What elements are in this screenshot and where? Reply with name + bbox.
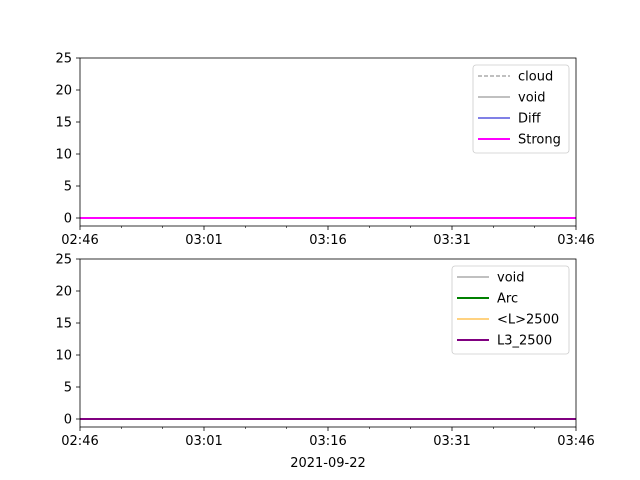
legend-label: L3_2500 (497, 334, 552, 349)
x-tick-label: 02:46 (61, 233, 98, 248)
x-tick-label: 03:46 (557, 233, 594, 248)
x-tick-label: 02:46 (61, 434, 98, 449)
legend: void Arc <L>2500 L3_2500 (451, 265, 570, 355)
x-tick-label: 03:31 (433, 434, 470, 449)
legend-label: void (518, 91, 546, 106)
y-tick-label: 25 (55, 52, 72, 67)
y-tick-label: 5 (64, 381, 72, 396)
y-tick-label: 0 (64, 413, 72, 428)
x-tick-label: 03:16 (309, 434, 346, 449)
y-tick-label: 15 (55, 116, 72, 131)
legend-label: <L>2500 (497, 313, 559, 328)
subplot-1: 0 5 10 15 20 25 02:46 03:01 03:16 03:31 03:46 cloud… (55, 52, 594, 249)
y-tick-label: 0 (64, 212, 72, 227)
y-tick-label: 20 (55, 84, 72, 99)
x-tick-label: 03:46 (557, 434, 594, 449)
x-axis-label: 2021-09-22 (290, 456, 366, 471)
x-tick-label: 03:01 (185, 434, 222, 449)
y-tick-label: 5 (64, 180, 72, 195)
y-tick-label: 10 (55, 349, 72, 364)
legend-label: Strong (518, 133, 561, 148)
y-tick-label: 25 (55, 253, 72, 268)
legend-label: void (497, 271, 525, 286)
x-tick-label: 03:16 (309, 233, 346, 248)
y-tick-label: 10 (55, 148, 72, 163)
y-tick-label: 20 (55, 285, 72, 300)
legend-frame (451, 265, 570, 355)
y-tick-label: 15 (55, 317, 72, 332)
x-tick-label: 03:01 (185, 233, 222, 248)
legend-label: Diff (518, 112, 542, 127)
legend-frame (472, 64, 570, 154)
legend: cloud void Diff Strong (472, 64, 570, 154)
legend-label: cloud (518, 70, 553, 85)
legend-label: Arc (497, 292, 518, 307)
subplot-2: 0 5 10 15 20 25 02:46 03:01 03:16 03:31 03:46 2021-… (55, 253, 594, 472)
x-tick-label: 03:31 (433, 233, 470, 248)
